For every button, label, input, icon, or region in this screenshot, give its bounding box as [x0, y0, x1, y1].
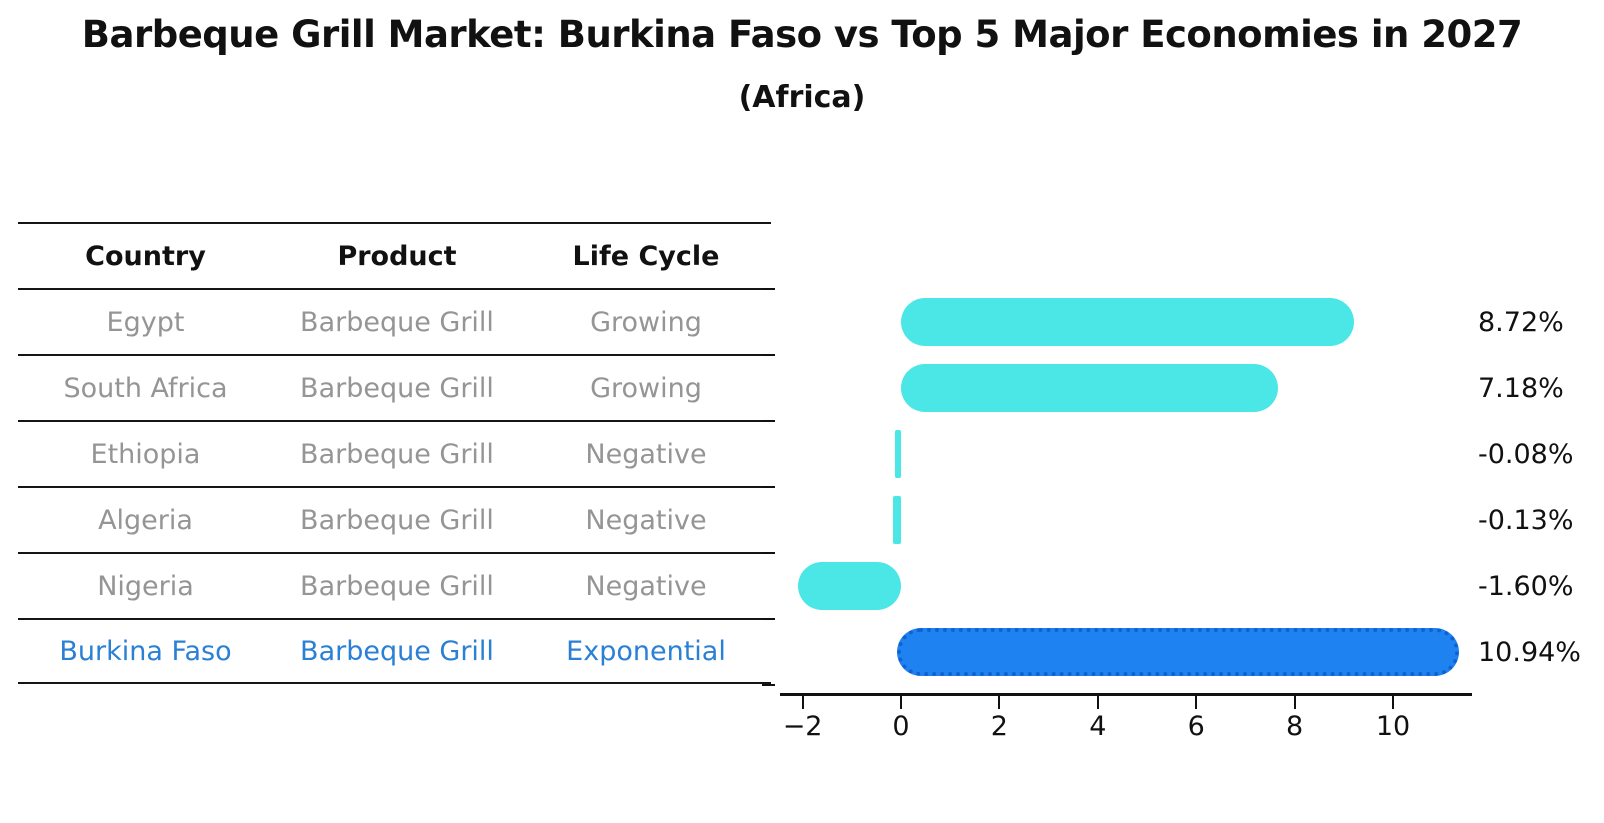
- y-axis-tick: [762, 486, 775, 488]
- cell-country: Ethiopia: [90, 438, 201, 470]
- x-axis-line: [780, 693, 1472, 696]
- table-row-burkina-faso: Burkina Faso Barbeque Grill Exponential: [18, 618, 771, 684]
- cell-country: South Africa: [63, 372, 228, 404]
- x-axis-tick: [1293, 696, 1296, 709]
- cell-life-cycle: Growing: [590, 306, 702, 338]
- x-axis-tick-label: −2: [782, 711, 823, 742]
- bar-egypt: [901, 298, 1355, 346]
- cell-life-cycle: Exponential: [566, 635, 726, 667]
- cell-product: Barbeque Grill: [300, 306, 494, 338]
- x-axis-tick: [1096, 696, 1099, 709]
- x-axis-tick-label: 6: [1187, 711, 1205, 742]
- x-axis-tick-label: 0: [892, 711, 910, 742]
- value-label-south-africa: 7.18%: [1478, 372, 1564, 404]
- x-axis-tick: [1392, 696, 1394, 709]
- cell-product: Barbeque Grill: [300, 504, 494, 536]
- cell-product: Barbeque Grill: [300, 570, 494, 602]
- y-axis-tick: [762, 288, 775, 290]
- col-header-life-cycle: Life Cycle: [572, 240, 720, 272]
- cell-life-cycle: Negative: [585, 504, 707, 536]
- cell-product: Barbeque Grill: [300, 438, 494, 470]
- bar-south-africa: [901, 364, 1279, 412]
- x-axis-tick-label: 10: [1375, 711, 1411, 742]
- value-label-egypt: 8.72%: [1478, 306, 1564, 338]
- value-label-nigeria: -1.60%: [1478, 570, 1574, 602]
- table-body: Egypt Barbeque Grill Growing South Africa Ba…: [18, 288, 771, 684]
- cell-country: Algeria: [98, 504, 193, 536]
- y-axis-tick: [762, 354, 775, 356]
- bar-burkina-faso: [897, 628, 1460, 676]
- chart-subtitle: (Africa): [738, 80, 866, 115]
- y-axis-tick: [762, 684, 775, 686]
- cell-country: Burkina Faso: [59, 635, 232, 667]
- cell-country: Egypt: [106, 306, 185, 338]
- cell-country: Nigeria: [97, 570, 194, 602]
- chart-title: Barbeque Grill Market: Burkina Faso vs T…: [81, 13, 1523, 56]
- x-axis-tick-label: 8: [1286, 711, 1304, 742]
- value-label-ethiopia: -0.08%: [1478, 438, 1574, 470]
- x-axis-tick: [1195, 696, 1198, 709]
- value-label-burkina-faso: 10.94%: [1478, 636, 1581, 668]
- cell-life-cycle: Negative: [585, 570, 707, 602]
- col-header-product: Product: [337, 240, 457, 272]
- col-header-country: Country: [85, 240, 206, 272]
- table-row-egypt: Egypt Barbeque Grill Growing: [18, 288, 771, 354]
- country-table: Country Product Life Cycle Egypt Barbeque…: [18, 222, 771, 684]
- table-header-row: Country Product Life Cycle: [18, 222, 771, 288]
- table-row-south-africa: South Africa Barbeque Grill Growing: [18, 354, 771, 420]
- x-axis-tick-label: 4: [1089, 711, 1107, 742]
- x-axis-tick: [998, 696, 1001, 709]
- y-axis-tick: [762, 420, 775, 422]
- value-label-algeria: -0.13%: [1478, 504, 1574, 536]
- y-axis-tick: [762, 552, 775, 554]
- cell-product: Barbeque Grill: [300, 635, 494, 667]
- cell-product: Barbeque Grill: [300, 372, 494, 404]
- x-axis-tick-label: 2: [990, 711, 1008, 742]
- table-row-nigeria: Nigeria Barbeque Grill Negative: [18, 552, 771, 618]
- cell-life-cycle: Negative: [585, 438, 707, 470]
- bar-ethiopia: [895, 430, 901, 478]
- bar-nigeria: [798, 562, 901, 610]
- x-axis-tick: [801, 696, 804, 709]
- bar-algeria: [892, 496, 901, 544]
- x-axis-tick: [900, 696, 902, 709]
- y-axis-tick: [762, 618, 775, 620]
- table-row-algeria: Algeria Barbeque Grill Negative: [18, 486, 771, 552]
- table-row-ethiopia: Ethiopia Barbeque Grill Negative: [18, 420, 771, 486]
- cell-life-cycle: Growing: [590, 372, 702, 404]
